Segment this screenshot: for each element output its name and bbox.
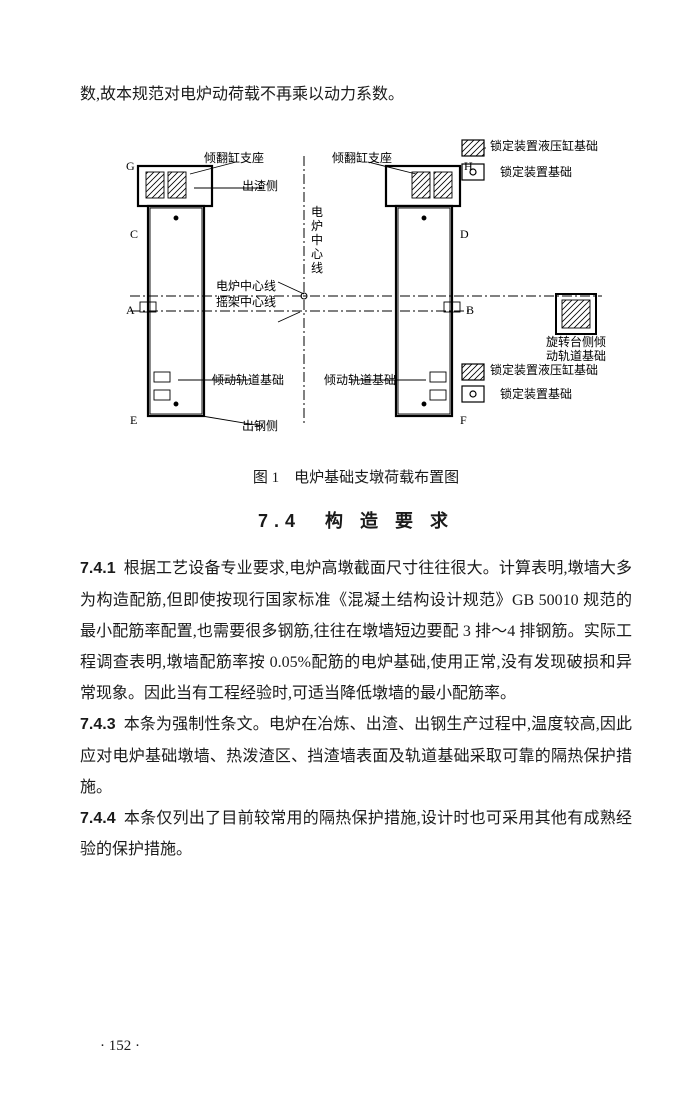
figure-caption: 图 1 电炉基础支墩荷载布置图 (80, 466, 632, 487)
lbl-lock-base-bot: 锁定装置基础 (500, 386, 572, 401)
lbl-D: D (460, 227, 469, 241)
lbl-furnace-v1: 电 (311, 205, 323, 219)
intro-text: 数,故本规范对电炉动荷载不再乘以动力系数。 (80, 80, 632, 110)
lbl-C: C (130, 227, 138, 241)
page-number: · 152 · (100, 1038, 140, 1055)
paragraph-7-4-1: 7.4.1根据工艺设备专业要求,电炉高墩截面尺寸往往很大。计算表明,墩墙大多为构… (80, 553, 632, 709)
lbl-rotary-1: 旋转台侧倾 (546, 334, 606, 349)
paragraph-7-4-3: 7.4.3本条为强制性条文。电炉在冶炼、出渣、出钢生产过程中,温度较高,因此应对… (80, 709, 632, 803)
lbl-lock-base-top: 锁定装置基础 (500, 164, 572, 179)
lbl-B: B (466, 303, 474, 317)
lbl-tilt-rail-l: 倾动轨道基础 (212, 373, 284, 387)
lbl-E: E (130, 413, 137, 427)
para-text: 本条仅列出了目前较常用的隔热保护措施,设计时也可采用其他有成熟经验的保护措施。 (80, 810, 632, 858)
lbl-F: F (460, 413, 467, 427)
lbl-slag-side: 出渣侧 (242, 179, 278, 193)
svg-text:线: 线 (311, 261, 323, 275)
lbl-tilt-rail-r: 倾动轨道基础 (324, 373, 396, 387)
para-num: 7.4.3 (80, 716, 116, 733)
svg-text:中: 中 (311, 232, 323, 247)
svg-text:心: 心 (311, 247, 323, 261)
para-num: 7.4.1 (80, 560, 116, 577)
lbl-H: H (464, 159, 473, 173)
paragraph-7-4-4: 7.4.4本条仅列出了目前较常用的隔热保护措施,设计时也可采用其他有成熟经验的保… (80, 803, 632, 865)
para-num: 7.4.4 (80, 810, 116, 827)
lbl-furnace-h: 电炉中心线 (216, 278, 276, 293)
lbl-rotary-2: 动轨道基础 (546, 349, 606, 363)
lbl-steel-side: 出钢侧 (242, 419, 278, 433)
lbl-tilt-seat-l: 倾翻缸支座 (204, 150, 264, 165)
lbl-lock-hyd-bot: 锁定装置液压缸基础 (490, 362, 598, 377)
para-text: 根据工艺设备专业要求,电炉高墩截面尺寸往往很大。计算表明,墩墙大多为构造配筋,但… (80, 560, 632, 702)
figure-1-diagram: G H C D A B E F 倾翻缸支座 倾翻缸支座 出渣侧 出钢侧 电炉中心… (86, 126, 626, 456)
lbl-tilt-seat-r: 倾翻缸支座 (332, 150, 392, 165)
section-heading: 7.4 构 造 要 求 (80, 507, 632, 533)
lbl-A: A (126, 303, 135, 317)
para-text: 本条为强制性条文。电炉在冶炼、出渣、出钢生产过程中,温度较高,因此应对电炉基础墩… (80, 716, 632, 795)
lbl-G: G (126, 159, 135, 173)
svg-text:炉: 炉 (311, 219, 323, 233)
lbl-lock-hyd-top: 锁定装置液压缸基础 (490, 138, 598, 153)
lbl-cradle: 摇架中心线 (216, 294, 276, 309)
